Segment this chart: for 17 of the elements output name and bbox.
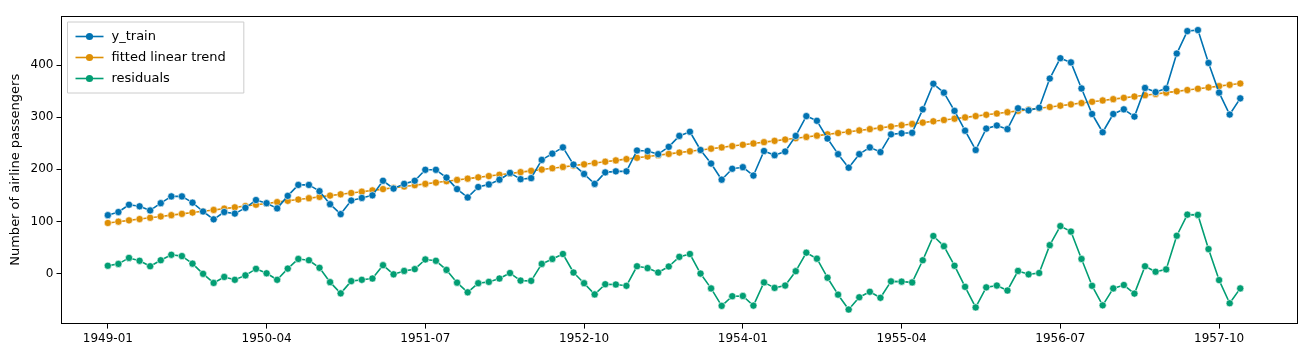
y-tick-label: 300 [30,109,54,124]
x-tick-label: 1954-01 [717,330,768,345]
x-tick-label: 1951-07 [400,330,451,345]
y-axis-title: Number of airline passengers [7,73,23,266]
x-tick-label: 1956-07 [1035,330,1086,345]
legend-label: y_train [111,27,156,43]
x-tick-label: 1955-04 [876,330,927,345]
x-tick-label: 1957-10 [1194,330,1245,345]
x-tick-label: 1950-04 [241,330,292,345]
x-tick-label: 1952-10 [559,330,610,345]
legend-label: residuals [111,69,171,85]
legend-label: fitted linear trend [111,48,226,64]
y-tick-label: 0 [45,265,54,280]
y-tick-label: 400 [30,57,54,72]
x-tick-label: 1949-01 [82,330,133,345]
y-tick-label: 100 [30,213,54,228]
y-tick-label: 200 [30,161,54,176]
